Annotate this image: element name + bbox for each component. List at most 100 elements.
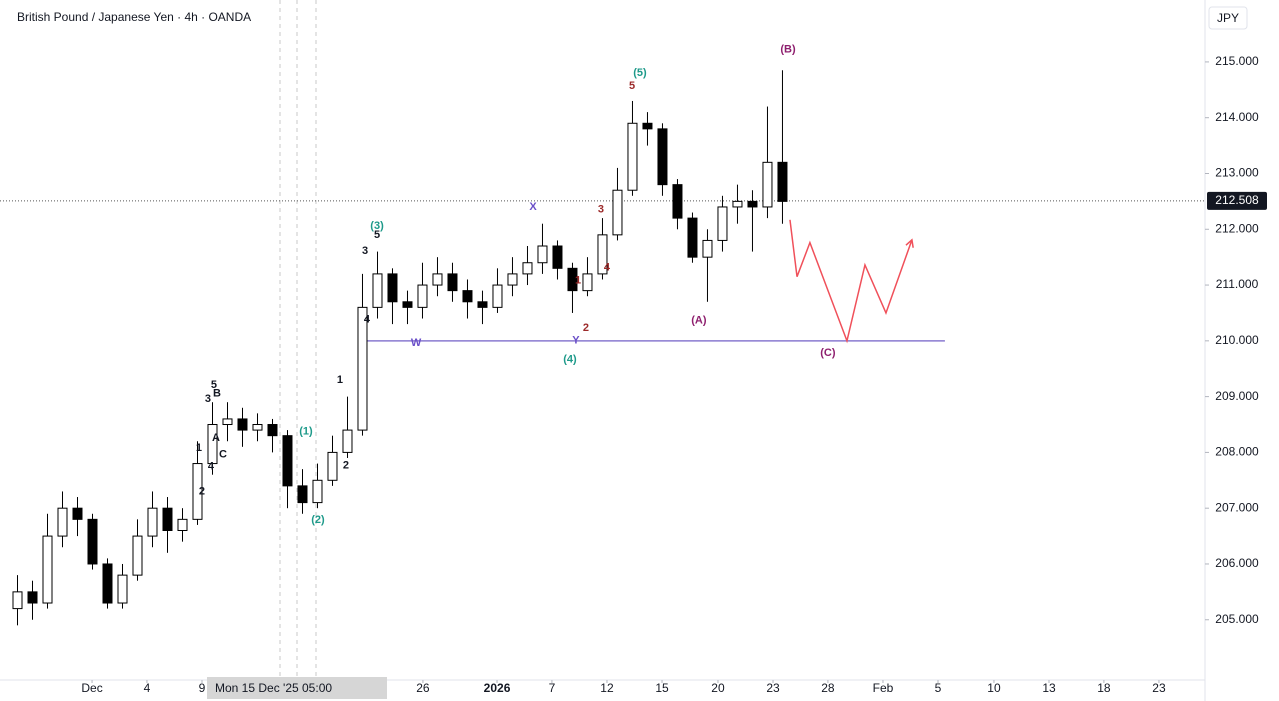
- x-tick-label: 12: [600, 681, 614, 695]
- wave-label: 3: [362, 245, 368, 257]
- wave-label: (A): [691, 315, 707, 327]
- projection-arrowhead: [905, 238, 914, 248]
- candle-body: [132, 535, 143, 576]
- wave-label: 2: [343, 460, 349, 472]
- last-price-label: 212.508: [1215, 193, 1259, 207]
- wave-label: C: [219, 449, 227, 461]
- candle-body: [57, 507, 68, 537]
- wave-label: X: [529, 201, 537, 213]
- candle-body: [267, 424, 278, 437]
- wave-label: 1: [196, 442, 202, 454]
- candle-body: [372, 273, 383, 308]
- x-tick-label: 26: [416, 681, 430, 695]
- wave-label: (B): [780, 44, 796, 56]
- candle-body: [612, 189, 623, 236]
- candle-body: [642, 122, 653, 130]
- y-tick-label: 210.000: [1215, 333, 1259, 347]
- wave-label: 3: [598, 204, 604, 216]
- wave-label: (C): [820, 347, 836, 359]
- candle-body: [537, 245, 548, 264]
- candle-body: [252, 424, 263, 431]
- candle-body: [777, 161, 788, 202]
- wave-label: W: [411, 337, 422, 349]
- candle-body: [237, 418, 248, 431]
- wave-label: B: [213, 388, 221, 400]
- candle-body: [147, 507, 158, 537]
- wave-label: 1: [337, 374, 343, 386]
- x-tick-label: 15: [655, 681, 669, 695]
- candle-body: [297, 485, 308, 504]
- currency-box[interactable]: [1208, 6, 1248, 30]
- candle-body: [327, 451, 338, 481]
- y-tick-label: 215.000: [1215, 54, 1259, 68]
- x-tick-label: 9: [199, 681, 206, 695]
- wave-label: (3): [370, 220, 384, 232]
- wave-label: (4): [563, 354, 577, 366]
- y-tick-label: 208.000: [1215, 445, 1259, 459]
- crosshair-label: Mon 15 Dec '25 05:00: [215, 681, 332, 695]
- projection-line: [789, 219, 913, 344]
- last-price-box: [1207, 191, 1267, 210]
- candle-body: [342, 429, 353, 453]
- candle-body: [567, 267, 578, 292]
- y-tick-label: 213.000: [1215, 166, 1259, 180]
- candle-body: [552, 245, 563, 269]
- candle-body: [222, 418, 233, 426]
- candle-body: [492, 284, 503, 308]
- candle-body: [597, 234, 608, 275]
- candle-body: [507, 273, 518, 286]
- candle-body: [627, 122, 638, 191]
- candle-body: [387, 273, 398, 303]
- candle-body: [207, 424, 218, 465]
- candle-body: [162, 507, 173, 532]
- candle-body: [432, 273, 443, 286]
- y-tick-label: 206.000: [1215, 556, 1259, 570]
- wave-label: 3: [205, 393, 211, 405]
- chart-title: British Pound / Japanese Yen · 4h · OAND…: [17, 10, 251, 24]
- candle-body: [732, 200, 743, 208]
- y-tick-label: 209.000: [1215, 389, 1259, 403]
- wave-label: Y: [572, 335, 580, 347]
- x-tick-label: 13: [1042, 681, 1056, 695]
- x-tick-label: Dec: [81, 681, 102, 695]
- candle-body: [12, 591, 23, 610]
- candle-body: [177, 518, 188, 532]
- candle-body: [312, 479, 323, 504]
- candle-body: [522, 262, 533, 275]
- candle-body: [27, 591, 38, 604]
- wave-label: 4: [208, 460, 215, 472]
- x-tick-label: 10: [987, 681, 1001, 695]
- wave-label: 4: [604, 262, 611, 274]
- x-tick-label: Feb: [873, 681, 894, 695]
- wave-label: (1): [299, 426, 313, 438]
- y-tick-label: 211.000: [1216, 277, 1259, 291]
- wave-label: A: [212, 432, 220, 444]
- wave-label: 1: [575, 274, 581, 286]
- candle-body: [687, 217, 698, 258]
- x-tick-label: 28: [821, 681, 835, 695]
- y-tick-label: 214.000: [1215, 110, 1259, 124]
- x-tick-label: 23: [1152, 681, 1166, 695]
- candle-body: [717, 206, 728, 241]
- candle-body: [657, 128, 668, 186]
- wave-label: 4: [364, 314, 371, 326]
- wave-label: 2: [583, 322, 589, 334]
- crosshair-label-box: [207, 677, 387, 699]
- wave-label: (5): [633, 67, 647, 79]
- wave-label: 2: [199, 485, 205, 497]
- candle-body: [672, 184, 683, 219]
- candle-body: [282, 435, 293, 487]
- wave-label: (2): [311, 514, 325, 526]
- candle-body: [417, 284, 428, 308]
- candle-body: [762, 161, 773, 208]
- candle-body: [117, 574, 128, 604]
- candle-body: [192, 463, 203, 520]
- x-tick-label: 4: [144, 681, 151, 695]
- currency[interactable]: JPY: [1217, 11, 1239, 25]
- candle-body: [102, 563, 113, 604]
- candle-body: [477, 301, 488, 308]
- candle-body: [402, 301, 413, 308]
- x-tick-label: 18: [1097, 681, 1111, 695]
- x-tick-label: 5: [935, 681, 942, 695]
